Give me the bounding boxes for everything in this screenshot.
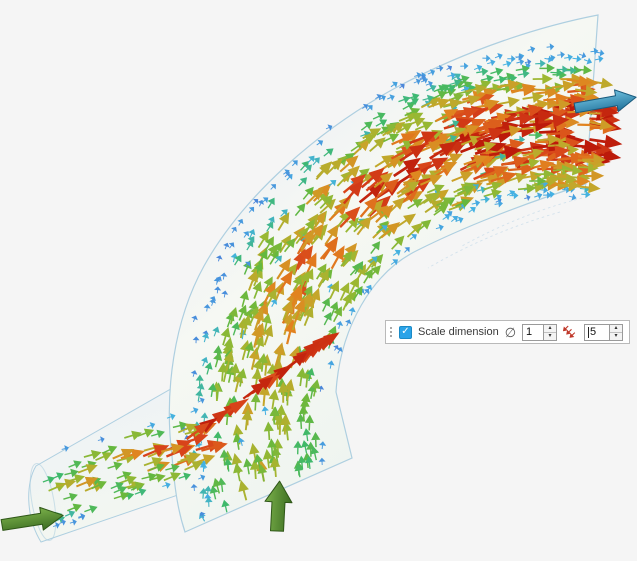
scale-dimension-label: Scale dimension (418, 326, 499, 338)
diameter-stepper: ▴ ▾ (544, 323, 558, 341)
diameter-value: 1 (526, 326, 533, 338)
diameter-icon: ∅ (504, 324, 517, 340)
check-icon: ✓ (401, 326, 410, 337)
vector-scale-step-up-button[interactable]: ▴ (610, 325, 623, 333)
inlet-duct-rim (29, 463, 57, 541)
diameter-value-field[interactable]: 1 (522, 323, 545, 341)
duct-surface-line (427, 211, 561, 269)
vector-scale-value-field[interactable]: 5 (584, 323, 611, 341)
vector-scale-spinner: 5 ▴ ▾ (584, 323, 624, 341)
velocity-vectors (42, 43, 623, 529)
toolbar-drag-handle-icon[interactable] (389, 327, 393, 337)
inlet-flow-arrow-left (0, 506, 64, 531)
vector-scale-icon (563, 325, 576, 338)
vector-scale-stepper: ▴ ▾ (610, 323, 624, 341)
diameter-spinner: 1 ▴ ▾ (522, 323, 558, 341)
vector-scale-step-down-button[interactable]: ▾ (614, 333, 618, 339)
vector-scale-value: 5 (590, 326, 597, 338)
diameter-step-down-button[interactable]: ▾ (548, 333, 552, 339)
outlet-flow-arrow (573, 89, 637, 114)
vector-options-toolbar: ✓ Scale dimension ∅ 1 ▴ ▾ 5 ▴ ▾ (385, 320, 631, 344)
inlet-flow-arrow-bottom (264, 480, 293, 532)
scale-dimension-checkbox[interactable]: ✓ (399, 325, 412, 339)
diameter-step-up-button[interactable]: ▴ (544, 325, 557, 333)
boundary-condition-arrows (0, 89, 637, 532)
text-caret (588, 326, 590, 338)
